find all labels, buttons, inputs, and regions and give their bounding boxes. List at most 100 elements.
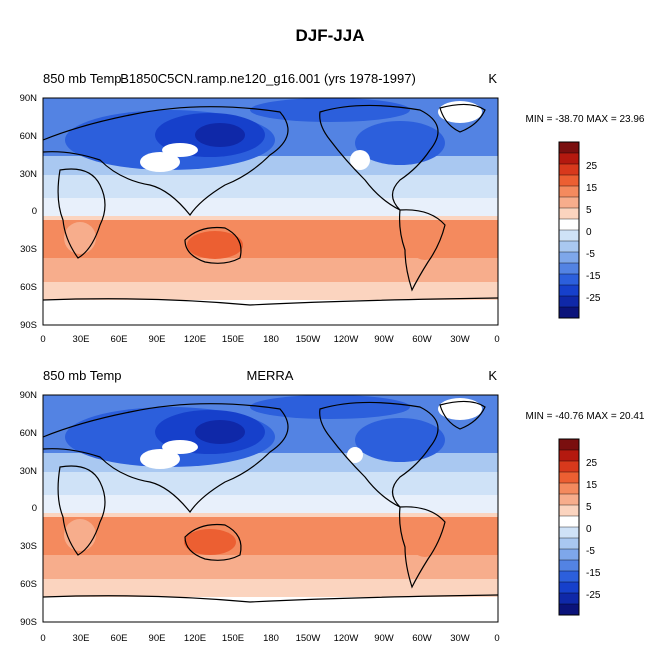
colorbar-swatch: [558, 515, 580, 528]
colorbar-swatch: [558, 460, 580, 473]
coastline-australia: [184, 523, 242, 561]
x-tick-label: 120W: [334, 334, 359, 345]
colorbar-label: 25: [586, 161, 598, 172]
colorbar-label: 5: [586, 205, 592, 216]
x-tick-label: 30E: [73, 334, 90, 345]
colorbar-swatch: [558, 174, 580, 187]
colorbar-swatch: [558, 295, 580, 308]
colorbar-swatch: [558, 240, 580, 253]
panel-merra-left-label: 850 mb Temp: [43, 368, 122, 383]
coastline-eurasia: [42, 106, 289, 217]
australia-warm: [187, 231, 243, 259]
colorbar-swatch: [558, 284, 580, 297]
siberia-coldest: [195, 420, 245, 444]
panel-merra-units: K: [488, 368, 497, 383]
panel-model-stats: MIN = -38.70 MAX = 23.96: [526, 114, 645, 125]
coastline-australia: [184, 226, 242, 264]
colorbar-swatch: [558, 504, 580, 517]
panel-model-map: [42, 97, 499, 326]
colorbar-swatch: [558, 581, 580, 594]
colorbar-label: -15: [586, 271, 601, 282]
y-tick-label: 0: [32, 206, 37, 217]
panel-merra-x-ticks: 0 30E 60E 90E 120E 150E 180 150W 120W 90…: [40, 633, 499, 644]
south-america-warm: [409, 224, 441, 260]
panel-merra-stats: MIN = -40.76 MAX = 20.41: [526, 411, 645, 422]
colorbar-label: 25: [586, 458, 598, 469]
africa-south: [64, 519, 96, 551]
x-tick-label: 30W: [450, 334, 470, 345]
coastline-africa: [57, 465, 106, 556]
band-tropics-lightblue: [43, 196, 498, 216]
x-tick-label: 0: [494, 334, 499, 345]
x-tick-label: 150W: [296, 334, 321, 345]
rockies-mask: [350, 150, 370, 170]
colorbar-label: -25: [586, 590, 601, 601]
x-tick-label: 60W: [412, 334, 432, 345]
siberia-coldest: [195, 123, 245, 147]
x-tick-label: 30W: [450, 633, 470, 644]
panel-merra-y-ticks: 90N 60N 30N 0 30S 60S 90S: [20, 390, 38, 628]
africa-south: [64, 222, 96, 254]
panel-merra-center-label: MERRA: [247, 368, 294, 383]
x-tick-label: 120W: [334, 633, 359, 644]
colorbar-swatch: [558, 526, 580, 539]
panel-merra-colorbar: 25 15 5 0 -5 -15 -25: [558, 438, 601, 616]
colorbar-swatch: [558, 603, 580, 616]
colorbar-label: 15: [586, 480, 598, 491]
y-tick-label: 60S: [20, 579, 37, 590]
y-tick-label: 90N: [20, 93, 38, 104]
coastline-south-america: [398, 506, 446, 589]
y-tick-label: 60N: [20, 428, 38, 439]
y-tick-label: 90S: [20, 320, 37, 331]
x-tick-label: 150E: [222, 334, 244, 345]
colorbar-label: 5: [586, 502, 592, 513]
x-tick-label: 90E: [149, 633, 166, 644]
coastline-greenland: [439, 103, 486, 133]
colorbar-frame: [558, 141, 580, 319]
coastline-antarctica: [42, 297, 499, 306]
y-tick-label: 30S: [20, 541, 37, 552]
south-america-warm: [409, 521, 441, 557]
band-southern-ocean: [43, 282, 498, 300]
australia-warm: [184, 529, 236, 555]
panel-model-center-label: B1850C5CN.ramp.ne120_g16.001 (yrs 1978-1…: [120, 71, 416, 86]
x-tick-label: 120E: [184, 633, 206, 644]
x-tick-label: 180: [263, 633, 279, 644]
panel-model-y-ticks: 90N 60N 30N 0 30S 60S 90S: [20, 93, 38, 331]
colorbar-label: 15: [586, 183, 598, 194]
colorbar-label: -15: [586, 568, 601, 579]
y-tick-label: 0: [32, 503, 37, 514]
coastline-north-america: [319, 104, 439, 211]
tibet-mask: [140, 449, 180, 469]
colorbar-label: 0: [586, 524, 592, 535]
colorbar-swatch: [558, 163, 580, 176]
map-frame: [42, 394, 499, 623]
colorbar-label: -5: [586, 249, 595, 260]
y-tick-label: 30N: [20, 466, 38, 477]
band-southern-ocean: [43, 579, 498, 597]
x-tick-label: 60W: [412, 633, 432, 644]
coastline-eurasia: [42, 403, 289, 514]
rockies-mask: [347, 447, 363, 463]
panel-model-colorbar: 25 15 5 0 -5 -15 -25: [558, 141, 601, 319]
colorbar-swatch: [558, 471, 580, 484]
x-tick-label: 90W: [374, 633, 394, 644]
colorbar-frame: [558, 438, 580, 616]
y-tick-label: 60S: [20, 282, 37, 293]
colorbar-swatch: [558, 273, 580, 286]
x-tick-label: 0: [494, 633, 499, 644]
colorbar-swatch: [558, 229, 580, 242]
map-frame: [42, 97, 499, 326]
colorbar-swatch: [558, 438, 580, 451]
north-america-cold: [355, 418, 445, 462]
panel-model-x-ticks: 0 30E 60E 90E 120E 150E 180 150W 120W 90…: [40, 334, 499, 345]
band-tropics-lightblue: [43, 493, 498, 513]
colorbar-swatch: [558, 548, 580, 561]
x-tick-label: 150E: [222, 633, 244, 644]
x-tick-label: 30E: [73, 633, 90, 644]
north-america-cold: [355, 121, 445, 165]
colorbar-swatch: [558, 537, 580, 550]
colorbar-swatch: [558, 262, 580, 275]
colorbar-swatch: [558, 218, 580, 231]
